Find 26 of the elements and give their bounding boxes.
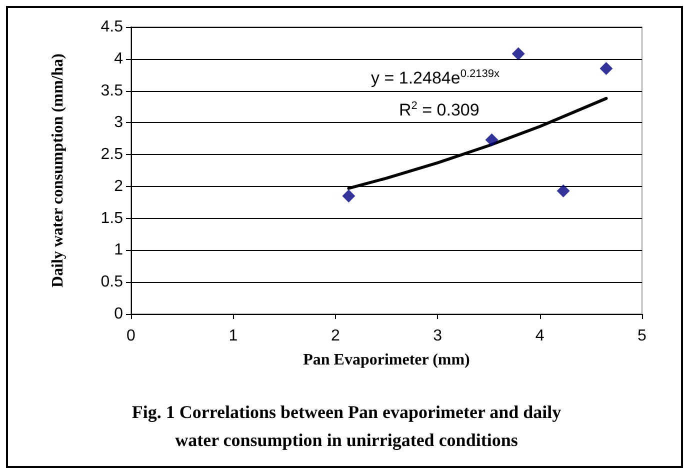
y-tick-label: 3.5 [100,82,124,100]
y-tick-label: 2.5 [100,146,124,164]
y-axis-title: Daily water consumption (mm/ha) [50,54,66,288]
x-tick-label: 1 [228,328,238,344]
caption: Fig. 1 Correlations between Pan evaporimeter and daily water consumption in unirrigated conditions [130,401,562,452]
y-tick-label: 4 [114,50,124,68]
point [600,62,613,75]
point [342,190,356,203]
x-tick-label: 4 [535,328,544,344]
x-axis-title: Pan Evaporimeter (mm) [303,352,470,368]
y-tick-label: 1 [114,242,124,259]
y-tick-label: 0.5 [100,274,124,291]
x-tick-label: 5 [638,328,647,344]
x-tick-label: 2 [330,328,340,344]
y-tick-label: 2 [114,178,124,195]
y-tick-label: 3 [114,114,124,132]
x-tick-label: 0 [126,328,136,344]
x-tick-label: 3 [433,328,442,344]
y-tick-label: 0 [114,306,124,322]
annotation: y = 1.2484e$^{0.2139x}$ [369,64,502,89]
y-tick-label: 1.5 [100,210,124,227]
point [556,184,570,198]
point [485,133,498,146]
y-tick-label: 4.5 [100,18,124,36]
annotation: R$^{2}$ = 0.309 [397,96,482,121]
point [512,47,525,60]
